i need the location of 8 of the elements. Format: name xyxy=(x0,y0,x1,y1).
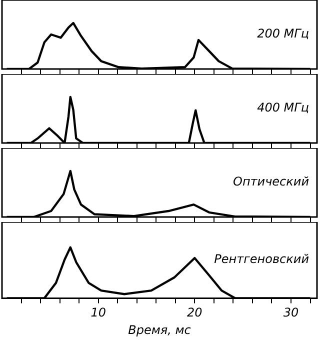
annotation: Рентгеновский xyxy=(214,252,310,266)
x-tick-label: 20 xyxy=(187,306,203,320)
x-tick-label: 10 xyxy=(90,306,106,320)
annotation: Оптический xyxy=(233,174,310,189)
x-tick-label: 30 xyxy=(283,306,299,320)
annotation: 400 МГц xyxy=(257,100,309,115)
annotation: 200 МГц xyxy=(257,26,309,41)
x-axis-title: Время, мс xyxy=(128,322,192,337)
